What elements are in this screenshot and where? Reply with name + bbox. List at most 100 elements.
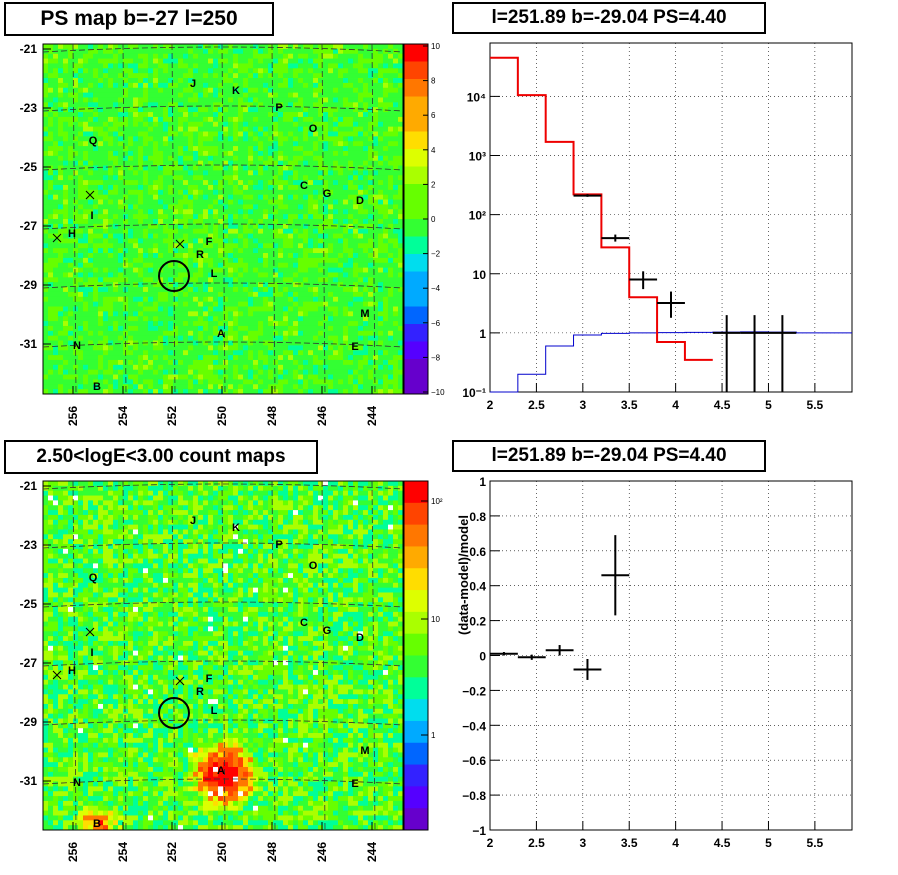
heatmap-cell xyxy=(123,296,129,303)
heatmap-cell xyxy=(218,73,224,79)
heatmap-cell xyxy=(63,330,69,337)
heatmap-cell xyxy=(368,150,374,157)
heatmap-cell xyxy=(293,78,299,84)
heatmap-cell xyxy=(278,379,284,385)
heatmap-cell xyxy=(258,345,264,351)
heatmap-cell xyxy=(228,141,234,147)
heatmap-cell xyxy=(113,389,119,395)
heatmap-cell xyxy=(308,301,314,307)
heatmap-cell xyxy=(288,340,294,346)
heatmap-cell xyxy=(353,136,359,142)
heatmap-cell xyxy=(343,150,349,157)
heatmap-cell xyxy=(88,160,94,166)
heatmap-cell xyxy=(218,272,224,278)
heatmap-cell xyxy=(118,262,124,269)
heatmap-cell xyxy=(323,301,329,307)
heatmap-cell xyxy=(298,131,304,137)
heatmap-cell xyxy=(238,311,244,317)
heatmap-cell xyxy=(253,73,259,79)
heatmap-cell xyxy=(338,209,344,215)
heatmap-cell xyxy=(113,364,119,371)
heatmap-cell xyxy=(178,180,184,186)
heatmap-cell xyxy=(138,165,144,171)
heatmap-cell xyxy=(133,262,139,269)
heatmap-cell xyxy=(203,126,209,132)
heatmap-cell xyxy=(238,141,244,147)
heatmap-cell xyxy=(258,189,264,196)
heatmap-cell xyxy=(258,340,264,346)
heatmap-cell xyxy=(333,112,339,118)
heatmap-cell xyxy=(208,335,214,341)
heatmap-cell xyxy=(183,121,189,128)
heatmap-cell xyxy=(263,257,269,264)
heatmap-cell xyxy=(78,228,84,234)
heatmap-cell xyxy=(273,160,279,166)
heatmap-cell xyxy=(83,257,89,264)
heatmap-cell xyxy=(238,82,244,89)
heatmap-cell xyxy=(198,116,204,123)
heatmap-cell xyxy=(43,301,49,307)
heatmap-cell xyxy=(193,170,199,176)
heatmap-cell xyxy=(353,73,359,79)
heatmap-cell xyxy=(138,68,144,74)
heatmap-cell xyxy=(188,78,194,84)
heatmap-cell xyxy=(223,199,229,205)
heatmap-cell xyxy=(318,204,324,210)
heatmap-cell xyxy=(138,384,144,390)
heatmap-cell xyxy=(363,238,369,244)
heatmap-cell xyxy=(383,189,389,196)
heatmap-cell xyxy=(128,262,134,269)
heatmap-cell xyxy=(238,112,244,118)
heatmap-cell xyxy=(158,102,164,108)
heatmap-cell xyxy=(293,301,299,307)
heatmap-cell xyxy=(338,44,344,50)
heatmap-cell xyxy=(178,257,184,264)
heatmap-cell xyxy=(143,136,149,142)
heatmap-cell xyxy=(98,107,104,113)
heatmap-cell xyxy=(128,316,134,322)
heatmap-cell xyxy=(293,267,299,273)
heatmap-cell xyxy=(283,369,289,375)
heatmap-cell xyxy=(53,121,59,128)
heatmap-cell xyxy=(118,78,124,84)
heatmap-cell xyxy=(223,330,229,337)
heatmap-cell xyxy=(273,204,279,210)
heatmap-cell xyxy=(53,58,59,64)
heatmap-cell xyxy=(328,296,334,303)
heatmap-cell xyxy=(178,301,184,307)
heatmap-cell xyxy=(353,350,359,356)
heatmap-cell xyxy=(48,267,54,273)
heatmap-cell xyxy=(83,369,89,375)
heatmap-cell xyxy=(78,379,84,385)
heatmap-cell xyxy=(43,374,49,380)
heatmap-cell xyxy=(388,58,394,64)
heatmap-cell xyxy=(128,272,134,278)
heatmap-cell xyxy=(78,335,84,341)
heatmap-cell xyxy=(183,58,189,64)
heatmap-cell xyxy=(298,291,304,298)
heatmap-cell xyxy=(138,78,144,84)
heatmap-cell xyxy=(318,345,324,351)
heatmap-cell xyxy=(213,359,219,366)
heatmap-cell xyxy=(83,291,89,298)
heatmap-cell xyxy=(383,277,389,283)
heatmap-cell xyxy=(168,102,174,108)
heatmap-cell xyxy=(323,155,329,162)
heatmap-cell xyxy=(263,272,269,278)
heatmap-cell xyxy=(128,359,134,366)
heatmap-cell xyxy=(113,257,119,264)
heatmap-cell xyxy=(313,102,319,108)
heatmap-cell xyxy=(368,296,374,303)
heatmap-cell xyxy=(183,87,189,94)
heatmap-cell xyxy=(73,141,79,147)
heatmap-cell xyxy=(183,350,189,356)
heatmap-cell xyxy=(188,44,194,50)
heatmap-cell xyxy=(303,291,309,298)
heatmap-cell xyxy=(148,355,154,361)
heatmap-cell xyxy=(203,44,209,50)
heatmap-cell xyxy=(128,194,134,200)
heatmap-cell xyxy=(293,359,299,366)
heatmap-cell xyxy=(118,58,124,64)
heatmap-cell xyxy=(353,150,359,157)
heatmap-cell xyxy=(208,107,214,113)
